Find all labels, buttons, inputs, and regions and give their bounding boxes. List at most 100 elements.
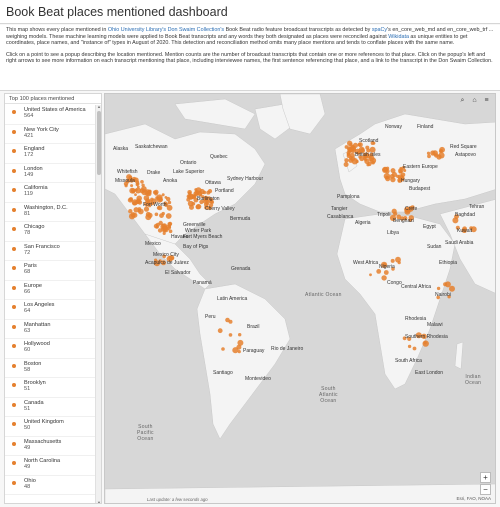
place-point[interactable] (132, 201, 137, 206)
place-point[interactable] (128, 176, 133, 181)
place-point[interactable] (143, 201, 150, 207)
place-point[interactable] (390, 168, 396, 174)
place-point[interactable] (156, 196, 163, 203)
place-point[interactable] (137, 208, 144, 215)
layers-icon[interactable]: ≡ (484, 97, 489, 104)
place-point[interactable] (397, 261, 401, 265)
place-point[interactable] (201, 195, 205, 199)
place-point[interactable] (238, 333, 242, 337)
place-point[interactable] (447, 295, 451, 299)
place-point[interactable] (209, 203, 214, 208)
place-point[interactable] (399, 166, 403, 171)
place-point[interactable] (352, 142, 359, 148)
place-point[interactable] (438, 152, 445, 159)
place-point[interactable] (390, 176, 396, 183)
place-point[interactable] (461, 227, 467, 233)
place-point[interactable] (343, 162, 349, 167)
place-point[interactable] (133, 207, 139, 213)
place-point[interactable] (403, 169, 407, 172)
place-point[interactable] (357, 150, 362, 155)
place-point[interactable] (358, 155, 362, 159)
place-point[interactable] (369, 152, 374, 157)
list-item[interactable]: New York City 421 (5, 125, 97, 144)
place-point[interactable] (421, 333, 427, 339)
place-point[interactable] (209, 199, 214, 204)
place-point[interactable] (165, 213, 172, 219)
place-point[interactable] (415, 332, 422, 339)
list-item[interactable]: Massachusetts 49 (5, 437, 97, 456)
place-point[interactable] (449, 285, 455, 292)
list-item[interactable]: California 119 (5, 183, 97, 203)
place-point[interactable] (402, 336, 407, 341)
place-point[interactable] (168, 255, 175, 261)
place-point[interactable] (156, 206, 161, 210)
place-point[interactable] (363, 154, 367, 158)
place-point[interactable] (194, 188, 198, 192)
place-point[interactable] (225, 317, 230, 323)
scroll-down-icon[interactable]: ▼ (97, 500, 101, 504)
list-item[interactable]: Boston 58 (5, 359, 97, 378)
wikidata-link[interactable]: Wikidata (388, 33, 409, 40)
place-point[interactable] (158, 220, 163, 226)
place-point[interactable] (439, 149, 443, 153)
list-item[interactable]: San Francisco 72 (5, 242, 97, 261)
collection-link[interactable]: Ohio University Library's Don Swaim Coll… (107, 27, 225, 33)
scroll-up-icon[interactable]: ▲ (97, 104, 101, 109)
place-point[interactable] (357, 142, 362, 147)
list-item[interactable]: Los Angeles 64 (5, 300, 97, 320)
place-point[interactable] (349, 142, 353, 147)
place-point[interactable] (370, 141, 375, 145)
place-point[interactable] (141, 183, 145, 187)
place-point[interactable] (189, 204, 194, 210)
list-item[interactable]: Washington, D.C. 81 (5, 203, 97, 222)
place-point[interactable] (407, 336, 412, 341)
place-point[interactable] (422, 340, 429, 347)
place-point[interactable] (432, 150, 438, 156)
place-point[interactable] (127, 197, 133, 203)
place-point[interactable] (168, 229, 173, 234)
home-icon[interactable]: ⌂ (472, 97, 477, 104)
list-item[interactable]: United States of America 564 (5, 105, 97, 125)
search-icon[interactable]: ⌕ (460, 97, 465, 104)
place-point[interactable] (152, 190, 158, 195)
place-point[interactable] (221, 347, 225, 351)
list-item[interactable]: Chicago 78 (5, 222, 97, 242)
list-item[interactable]: United Kingdom 50 (5, 417, 97, 437)
list-item[interactable]: Manhattan 63 (5, 320, 97, 339)
list-item[interactable]: Europe 66 (5, 281, 97, 300)
list-scrollbar[interactable]: ▲ ▼ (95, 104, 101, 504)
place-point[interactable] (205, 201, 210, 206)
list-item[interactable]: Brooklyn 51 (5, 378, 97, 398)
place-point[interactable] (136, 185, 140, 189)
place-point[interactable] (365, 145, 370, 150)
place-point[interactable] (381, 275, 387, 281)
place-point[interactable] (369, 146, 376, 153)
place-point[interactable] (217, 328, 223, 334)
place-point[interactable] (124, 184, 128, 188)
place-point[interactable] (162, 225, 168, 231)
place-point[interactable] (161, 260, 166, 266)
place-point[interactable] (400, 172, 406, 178)
place-point[interactable] (444, 281, 451, 288)
place-point[interactable] (162, 231, 166, 235)
place-point[interactable] (141, 186, 147, 192)
place-point[interactable] (369, 273, 372, 277)
place-points[interactable] (123, 140, 477, 354)
places-list[interactable]: United States of America 564 New York City… (5, 105, 97, 503)
place-point[interactable] (193, 197, 199, 203)
list-item[interactable]: Paris 68 (5, 261, 97, 281)
place-point[interactable] (228, 333, 233, 337)
place-point[interactable] (406, 208, 411, 213)
place-point[interactable] (168, 221, 173, 226)
place-point[interactable] (351, 158, 358, 165)
place-point[interactable] (237, 350, 241, 354)
place-point[interactable] (236, 344, 242, 350)
map-view[interactable]: ⌕ ⌂ ≡ Alaska Saskatchewan Ontario Quebec… (104, 93, 496, 504)
place-point[interactable] (151, 198, 157, 204)
place-point[interactable] (130, 184, 134, 188)
place-point[interactable] (187, 193, 195, 200)
place-point[interactable] (166, 204, 173, 211)
place-point[interactable] (134, 193, 137, 196)
place-point[interactable] (136, 195, 142, 202)
place-point[interactable] (132, 212, 138, 218)
